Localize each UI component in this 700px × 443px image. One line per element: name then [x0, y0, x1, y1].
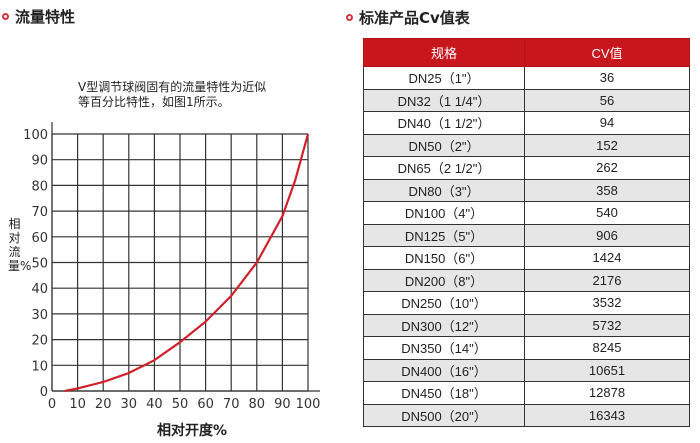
cv-value: 3532: [524, 291, 690, 315]
spec-cell: DN65（2 1/2"）: [363, 156, 525, 180]
cv-value: 906: [524, 223, 690, 247]
cv-value: 8245: [524, 336, 690, 360]
cv-value: 152: [524, 133, 690, 157]
cv-value: 2176: [524, 268, 690, 292]
y-tick-label: 20: [31, 334, 48, 349]
flow-characteristic-heading: 流量特性: [2, 6, 75, 27]
table-row: DN80（3"） 358: [363, 178, 690, 202]
table-row: DN400（16"） 10651: [363, 358, 690, 382]
x-tick-label: 60: [197, 397, 214, 412]
x-tick-label: 0: [48, 397, 56, 412]
x-tick-label: 50: [172, 397, 189, 412]
x-tick-label: 10: [69, 397, 86, 412]
spec-cell: DN250（10"）: [363, 291, 525, 315]
header-spec: 规格: [363, 38, 525, 67]
cv-value: 540: [524, 201, 690, 225]
y-tick-label: 10: [31, 359, 48, 374]
spec-cell: DN25（1"）: [363, 66, 525, 90]
spec-cell: DN125（5"）: [363, 223, 525, 247]
table-row: DN100（4"） 540: [363, 201, 690, 225]
table-row: DN350（14"） 8245: [363, 336, 690, 360]
table-row: DN250（10"） 3532: [363, 291, 690, 315]
flow-curve: [64, 133, 310, 393]
header-cv: CV值: [524, 38, 690, 67]
cv-value: 262: [524, 156, 690, 180]
y-tick-label: 90: [31, 154, 48, 169]
cv-value: 36: [524, 66, 690, 90]
y-tick-label: 100: [23, 128, 48, 143]
y-tick-label: 40: [31, 282, 48, 297]
y-tick-label: 80: [31, 179, 48, 194]
cv-table: 规格 CV值 DN25（1"） 36 DN32（1 1/4"） 56 DN40（1 1/…: [363, 38, 690, 427]
description-line: 等百分比特性，如图1所示。: [78, 95, 230, 109]
y-tick-label: 70: [31, 205, 48, 220]
spec-cell: DN100（4"）: [363, 201, 525, 225]
y-tick-label: 60: [31, 231, 48, 246]
section-title: 标准产品Cv值表: [359, 9, 470, 27]
x-tick-label: 100: [296, 397, 321, 412]
table-row: DN32（1 1/4"） 56: [363, 88, 690, 112]
spec-cell: DN300（12"）: [363, 313, 525, 337]
cv-value: 12878: [524, 381, 690, 405]
spec-cell: DN400（16"）: [363, 358, 525, 382]
flow-characteristic-chart: 0 10 20 30 40 50 60 70 80 90 100 0 10 20 30 40 50 60 70 80 9…: [23, 122, 321, 439]
x-tick-label: 90: [274, 397, 291, 412]
x-tick-label: 30: [121, 397, 138, 412]
y-axis-label: 相对流量%: [8, 217, 32, 273]
table-row: DN300（12"） 5732: [363, 313, 690, 337]
cv-value: 16343: [524, 403, 690, 427]
table-row: DN65（2 1/2"） 262: [363, 156, 690, 180]
y-tick-label: 50: [31, 257, 48, 272]
table-row: DN450（18"） 12878: [363, 381, 690, 405]
description-line: V型调节球阀固有的流量特性为近似: [78, 80, 267, 94]
bullet-icon: [2, 13, 9, 20]
spec-cell: DN200（8"）: [363, 268, 525, 292]
y-tick-label: 0: [40, 385, 48, 400]
x-tick-label: 20: [95, 397, 112, 412]
table-row: DN150（6"） 1424: [363, 246, 690, 270]
table-row: DN50（2"） 152: [363, 133, 690, 157]
cv-value: 10651: [524, 358, 690, 382]
spec-cell: DN450（18"）: [363, 381, 525, 405]
cv-value: 5732: [524, 313, 690, 337]
cv-value: 56: [524, 88, 690, 112]
table-row: DN25（1"） 36: [363, 66, 690, 90]
spec-cell: DN80（3"）: [363, 178, 525, 202]
x-tick-label: 40: [146, 397, 163, 412]
cv-value: 1424: [524, 246, 690, 270]
x-axis-label: 相对开度%: [157, 422, 227, 439]
spec-cell: DN32（1 1/4"）: [363, 88, 525, 112]
spec-cell: DN50（2"）: [363, 133, 525, 157]
table-row: DN500（20"） 16343: [363, 403, 690, 427]
section-title: 流量特性: [15, 8, 76, 26]
cv-value: 358: [524, 178, 690, 202]
spec-cell: DN40（1 1/2"）: [363, 111, 525, 135]
description: V型调节球阀固有的流量特性为近似 等百分比特性，如图1所示。: [78, 80, 266, 110]
table-row: DN125（5"） 906: [363, 223, 690, 247]
x-tick-label: 70: [223, 397, 240, 412]
spec-cell: DN150（6"）: [363, 246, 525, 270]
x-tick-label: 80: [249, 397, 266, 412]
table-row: DN200（8"） 2176: [363, 268, 690, 292]
y-tick-label: 30: [31, 308, 48, 323]
spec-cell: DN350（14"）: [363, 336, 525, 360]
table-row: DN40（1 1/2"） 94: [363, 111, 690, 135]
bullet-icon: [346, 14, 353, 21]
spec-cell: DN500（20"）: [363, 403, 525, 427]
cv-table-heading: 标准产品Cv值表: [346, 7, 470, 28]
cv-value: 94: [524, 111, 690, 135]
